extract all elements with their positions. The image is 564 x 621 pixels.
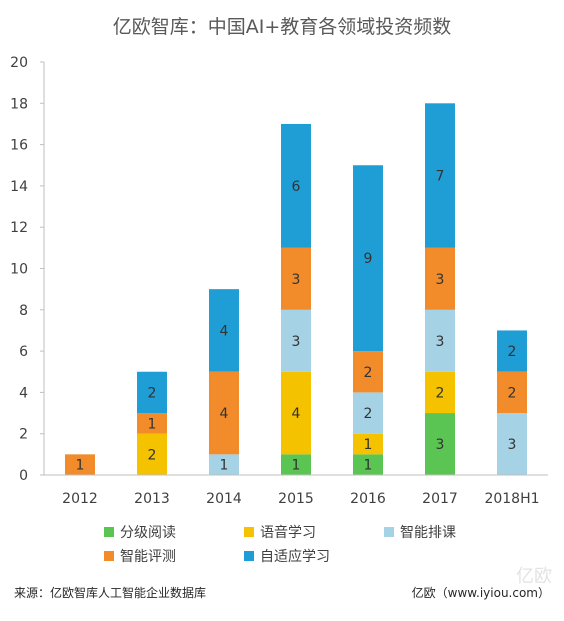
y-tick-label: 18 [10,96,28,112]
legend-swatch [104,551,114,561]
legend-label: 智能评测 [120,549,176,565]
bar-segment [353,433,383,455]
x-tick-label: 2012 [62,491,98,507]
bar-segment [497,330,527,372]
bar-segment [497,413,527,475]
watermark-logo: 亿欧 [516,566,552,587]
bar-segment [209,371,239,455]
bar-segment [281,247,311,310]
y-tick-label: 4 [19,385,28,401]
x-tick-label: 2014 [206,491,242,507]
chart-title: 亿欧智库：中国AI+教育各领域投资频数 [112,16,452,38]
bar-segment [137,413,167,434]
y-tick-label: 6 [19,344,28,360]
data-label: 3 [436,437,445,453]
credit-note: 亿欧（www.iyiou.com） [411,586,550,600]
legend-item: 自适应学习 [244,546,384,566]
data-label: 1 [292,458,301,474]
bar-segment [65,454,95,475]
bar-segment [281,371,311,455]
x-tick-label: 2016 [350,491,386,507]
data-label: 1 [364,458,373,474]
legend-label: 分级阅读 [120,525,176,541]
data-label: 1 [364,437,373,453]
data-label: 2 [364,406,373,422]
chart-legend: 分级阅读 语音学习 智能排课智能评测 自适应学习 [104,522,524,566]
legend-item: 分级阅读 [104,522,244,542]
y-tick-label: 14 [10,179,28,195]
bar-segment [425,103,455,248]
data-label: 6 [292,179,301,195]
data-label: 9 [364,251,373,267]
data-label: 3 [436,334,445,350]
y-tick-label: 2 [19,427,28,443]
legend-label: 自适应学习 [260,549,330,565]
x-tick-label: 2013 [134,491,170,507]
bar-segment [497,371,527,414]
data-label: 2 [148,385,157,401]
x-tick-label: 2015 [278,491,314,507]
data-label: 2 [148,447,157,463]
data-label: 2 [364,365,373,381]
y-tick-label: 20 [10,55,28,71]
bar-segment [425,309,455,372]
data-label: 7 [436,169,445,185]
legend-label: 智能排课 [400,525,456,541]
data-label: 1 [220,458,229,474]
bar-segment [209,289,239,372]
bar-segment [281,454,311,475]
y-tick-label: 0 [19,468,28,484]
bar-segment [425,413,455,475]
legend-swatch [244,527,254,537]
bar-segment [425,371,455,414]
bar-segment [353,165,383,352]
legend-swatch [244,551,254,561]
legend-swatch [104,527,114,537]
bar-segment [425,247,455,310]
data-label: 3 [292,272,301,288]
y-tick-label: 16 [10,138,28,154]
bar-segment [137,371,167,414]
data-label: 2 [436,385,445,401]
x-tick-label: 2018H1 [484,491,539,507]
data-label: 4 [220,406,229,422]
legend-item: 智能评测 [104,546,244,566]
x-tick-label: 2017 [422,491,458,507]
source-note: 来源：亿欧智库人工智能企业数据库 [14,586,207,600]
bar-segment [353,454,383,475]
legend-item: 智能排课 [384,522,524,542]
legend-item: 语音学习 [244,522,384,542]
data-label: 3 [436,272,445,288]
bar-segment [281,123,311,248]
bar-segment [281,309,311,372]
bar-segment [137,433,167,475]
data-label: 4 [220,323,229,339]
legend-swatch [384,527,394,537]
y-tick-label: 8 [19,303,28,319]
data-label: 4 [292,406,301,422]
y-tick-label: 12 [10,220,28,236]
data-label: 1 [148,416,157,432]
data-label: 1 [76,458,85,474]
bar-segment [353,392,383,434]
data-label: 3 [508,437,517,453]
data-label: 3 [292,334,301,350]
y-tick-label: 10 [10,262,28,278]
bar-segment [209,454,239,475]
data-label: 2 [508,385,517,401]
bar-segment [353,351,383,393]
data-label: 2 [508,344,517,360]
legend-label: 语音学习 [260,525,316,541]
